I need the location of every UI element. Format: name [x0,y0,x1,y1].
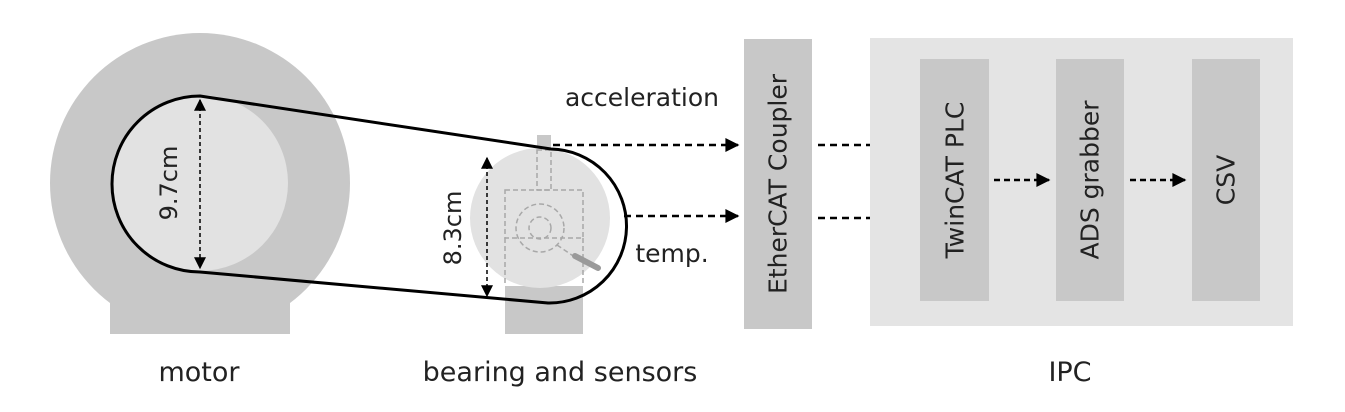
bearing-pulley [470,148,610,288]
motor-caption: motor [158,357,240,388]
ads-grabber-label: ADS grabber [1076,100,1105,260]
csv-label: CSV [1212,155,1241,205]
ads-grabber-block [1056,59,1124,301]
bearing-pulley-dimension-label: 8.3cm [439,191,467,266]
ipc-caption: IPC [1048,357,1091,388]
motor [50,33,350,334]
bearing-assembly [470,135,610,334]
bearing-base [505,286,583,334]
belt [110,94,628,305]
motor-pulley-dimension-label: 9.7cm [155,146,183,221]
bearing-caption: bearing and sensors [423,357,698,388]
twincat-plc-block [920,59,989,301]
ethercat-coupler-label: EtherCAT Coupler [764,73,793,294]
acceleration-signal-label: acceleration [565,83,719,112]
ethercat-coupler-block [744,39,812,329]
temperature-signal-label: temp. [635,239,708,268]
twincat-plc-label: TwinCAT PLC [941,102,970,260]
sensor-probe [572,253,601,271]
csv-block [1192,59,1260,301]
